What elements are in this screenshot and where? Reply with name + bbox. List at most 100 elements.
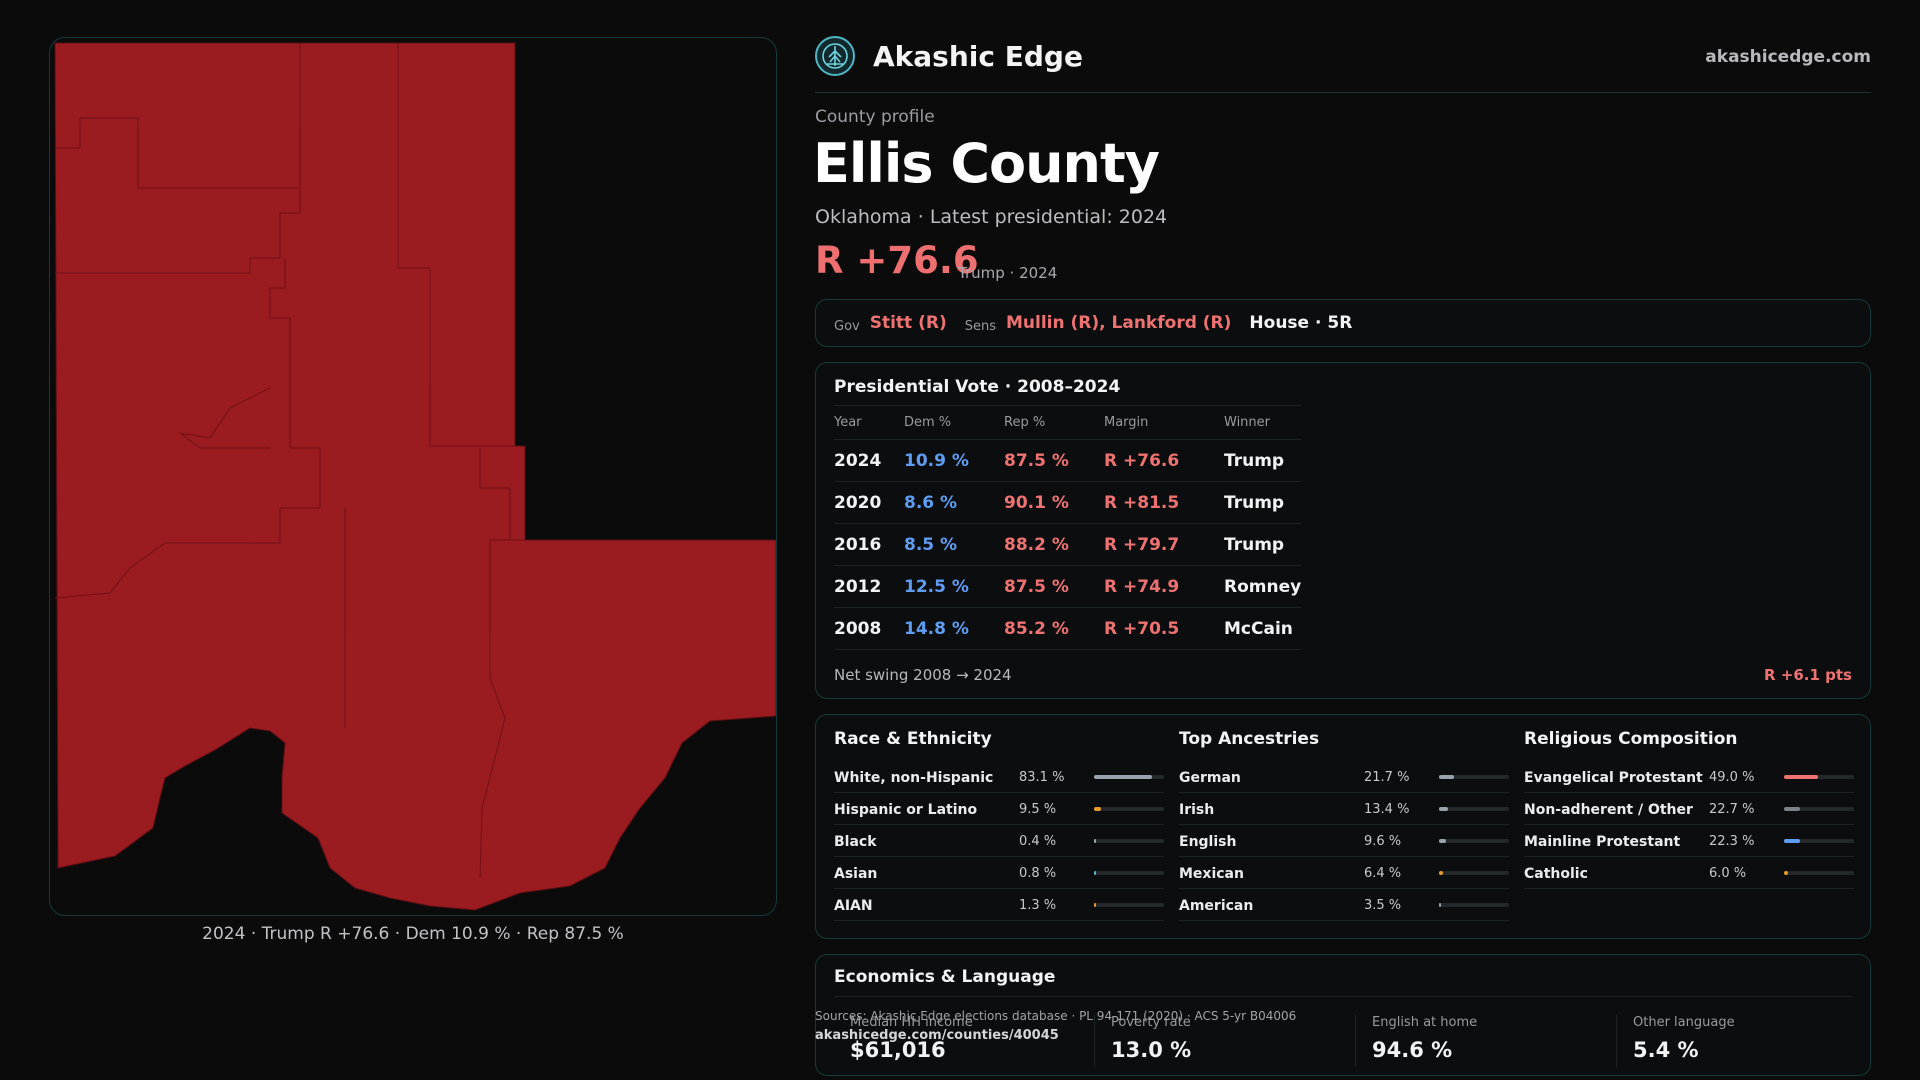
- header-winner: Winner: [1224, 405, 1302, 440]
- cell-dem: 8.6 %: [904, 481, 1004, 524]
- list-item: Asian 0.8 %: [834, 857, 1164, 889]
- share-bar: [1439, 807, 1509, 811]
- county-subline: Oklahoma · Latest presidential: 2024: [815, 206, 1168, 228]
- header-divider: [815, 92, 1871, 93]
- header-year: Year: [834, 405, 904, 440]
- cell-year: 2020: [834, 481, 904, 524]
- ancestry-section: Top Ancestries German 21.7 % Irish 13.4 % En…: [1179, 729, 1509, 921]
- list-item: English 9.6 %: [1179, 825, 1509, 857]
- cell-year: 2008: [834, 607, 904, 650]
- table-row: 2008 14.8 % 85.2 % R +70.5 McCain: [834, 607, 1302, 650]
- share-bar-fill: [1784, 775, 1819, 779]
- item-label: Asian: [834, 866, 878, 882]
- table-row: 2012 12.5 % 87.5 % R +74.9 Romney: [834, 565, 1302, 608]
- list-item: Black 0.4 %: [834, 825, 1164, 857]
- cell-winner: Trump: [1224, 523, 1302, 566]
- stat-poverty-rate: Poverty rate 13.0 %: [1111, 1015, 1361, 1062]
- item-label: Mainline Protestant: [1524, 834, 1681, 850]
- stat-label: English at home: [1372, 1015, 1478, 1030]
- share-bar-fill: [1094, 903, 1096, 907]
- sources-text: Sources: Akashic Edge elections database…: [815, 1009, 1297, 1023]
- item-value: 83.1 %: [1019, 770, 1065, 785]
- county-permalink[interactable]: akashicedge.com/counties/40045: [815, 1028, 1059, 1043]
- list-item: Catholic 6.0 %: [1524, 857, 1854, 889]
- brand[interactable]: Akashic Edge: [815, 36, 1083, 76]
- gov-key: Gov: [834, 318, 860, 334]
- item-value: 13.4 %: [1364, 802, 1410, 817]
- item-value: 21.7 %: [1364, 770, 1410, 785]
- county-shape[interactable]: [54, 42, 776, 911]
- item-label: Hispanic or Latino: [834, 802, 978, 818]
- share-bar-fill: [1439, 807, 1449, 811]
- item-value: 1.3 %: [1019, 898, 1057, 913]
- item-value: 0.8 %: [1019, 866, 1057, 881]
- header-margin: Margin: [1104, 405, 1224, 440]
- share-bar: [1439, 775, 1509, 779]
- cell-dem: 8.5 %: [904, 523, 1004, 566]
- economics-divider: [834, 996, 1852, 997]
- cell-margin: R +79.7: [1104, 523, 1224, 566]
- share-bar: [1784, 871, 1854, 875]
- stat-value: $61,016: [850, 1038, 946, 1062]
- table-header-row: Year Dem % Rep % Margin Winner: [834, 405, 1302, 440]
- stat-value: 94.6 %: [1372, 1038, 1453, 1062]
- cell-rep: 88.2 %: [1004, 523, 1104, 566]
- share-bar-fill: [1439, 871, 1444, 875]
- share-bar-fill: [1094, 775, 1153, 779]
- stat-english-at-home: English at home 94.6 %: [1372, 1015, 1622, 1062]
- table-row: 2020 8.6 % 90.1 % R +81.5 Trump: [834, 481, 1302, 524]
- profile-eyebrow: County profile: [815, 107, 935, 127]
- share-bar: [1439, 903, 1509, 907]
- stat-median-income: Median HH income $61,016: [850, 1015, 1100, 1062]
- share-bar: [1784, 807, 1854, 811]
- share-bar: [1784, 775, 1854, 779]
- map-caption: 2024 · Trump R +76.6 · Dem 10.9 % · Rep …: [202, 924, 624, 944]
- stat-value: 5.4 %: [1633, 1038, 1699, 1062]
- stat-divider: [1616, 1015, 1617, 1067]
- share-bar-fill: [1094, 871, 1096, 875]
- economics-card: Economics & Language Median HH income $6…: [815, 954, 1871, 1076]
- headline-margin: R +76.6: [815, 239, 979, 282]
- county-map[interactable]: [50, 38, 777, 916]
- cell-year: 2012: [834, 565, 904, 608]
- cell-margin: R +76.6: [1104, 439, 1224, 482]
- item-label: AIAN: [834, 898, 873, 914]
- share-bar-fill: [1439, 775, 1455, 779]
- item-label: Catholic: [1524, 866, 1588, 882]
- list-item: Irish 13.4 %: [1179, 793, 1509, 825]
- item-value: 22.7 %: [1709, 802, 1755, 817]
- item-label: German: [1179, 770, 1241, 786]
- item-label: White, non-Hispanic: [834, 770, 994, 786]
- brand-name: Akashic Edge: [873, 39, 1083, 73]
- cell-winner: Trump: [1224, 481, 1302, 524]
- cell-winner: Trump: [1224, 439, 1302, 482]
- share-bar: [1094, 775, 1164, 779]
- demographics-card: Race & Ethnicity White, non-Hispanic 83.1…: [815, 714, 1871, 939]
- senators-value: Mullin (R), Lankford (R): [1006, 313, 1232, 333]
- share-bar: [1439, 839, 1509, 843]
- county-title: Ellis County: [813, 132, 1160, 195]
- ancestry-title: Top Ancestries: [1179, 729, 1320, 749]
- list-item: Hispanic or Latino 9.5 %: [834, 793, 1164, 825]
- stat-label: Median HH income: [850, 1015, 973, 1030]
- cell-year: 2016: [834, 523, 904, 566]
- site-url-link[interactable]: akashicedge.com: [1705, 47, 1871, 67]
- item-value: 6.4 %: [1364, 866, 1402, 881]
- race-ethnicity-section: Race & Ethnicity White, non-Hispanic 83.1…: [834, 729, 1164, 921]
- item-value: 9.6 %: [1364, 834, 1402, 849]
- economics-title: Economics & Language: [834, 967, 1056, 987]
- share-bar: [1784, 839, 1854, 843]
- item-label: Evangelical Protestant: [1524, 770, 1703, 786]
- share-bar-fill: [1784, 871, 1789, 875]
- share-bar-fill: [1439, 903, 1442, 907]
- list-item: Mexican 6.4 %: [1179, 857, 1509, 889]
- cell-year: 2024: [834, 439, 904, 482]
- list-item: Non-adherent / Other 22.7 %: [1524, 793, 1854, 825]
- item-label: English: [1179, 834, 1237, 850]
- sens-key: Sens: [964, 318, 996, 334]
- house-value: House · 5R: [1249, 313, 1353, 333]
- stat-divider: [1094, 1015, 1095, 1067]
- county-map-panel[interactable]: [49, 37, 777, 916]
- cell-dem: 10.9 %: [904, 439, 1004, 482]
- presidential-title: Presidential Vote · 2008–2024: [834, 377, 1121, 397]
